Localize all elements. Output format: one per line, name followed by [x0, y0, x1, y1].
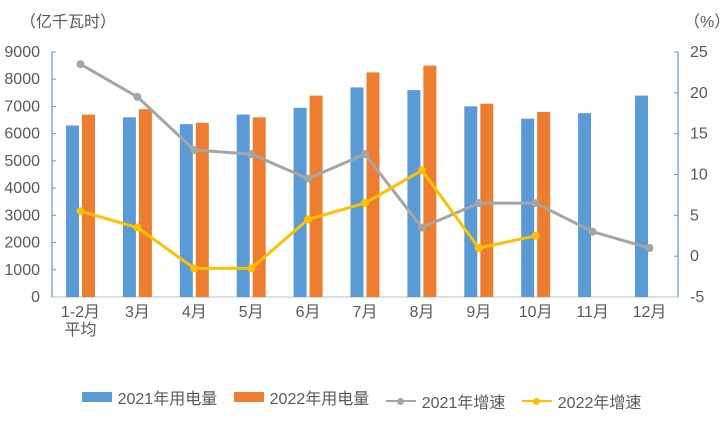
svg-text:11月: 11月	[576, 304, 609, 321]
svg-text:6000: 6000	[4, 126, 40, 143]
svg-text:0: 0	[690, 248, 699, 265]
svg-text:9月: 9月	[466, 304, 491, 321]
svg-text:5: 5	[690, 207, 699, 224]
svg-text:7月: 7月	[353, 304, 378, 321]
svg-text:4000: 4000	[4, 180, 40, 197]
svg-text:25: 25	[690, 44, 708, 61]
svg-text:15: 15	[690, 126, 708, 143]
svg-text:0: 0	[31, 289, 40, 306]
svg-text:9000: 9000	[4, 44, 40, 61]
svg-text:1-2月: 1-2月	[61, 304, 100, 321]
svg-text:8月: 8月	[409, 304, 434, 321]
svg-text:6月: 6月	[296, 304, 321, 321]
svg-text:平均: 平均	[64, 321, 96, 339]
svg-text:-5: -5	[690, 289, 704, 306]
svg-text:10月: 10月	[519, 304, 553, 321]
svg-text:7000: 7000	[4, 98, 40, 115]
svg-text:5月: 5月	[239, 304, 264, 321]
svg-text:12月: 12月	[633, 304, 667, 321]
svg-text:20: 20	[690, 85, 708, 102]
svg-text:3月: 3月	[125, 304, 150, 321]
svg-text:2000: 2000	[4, 235, 40, 252]
svg-text:8000: 8000	[4, 71, 40, 88]
svg-text:4月: 4月	[182, 304, 207, 321]
svg-text:5000: 5000	[4, 153, 40, 170]
svg-text:3000: 3000	[4, 207, 40, 224]
svg-text:10: 10	[690, 167, 708, 184]
svg-text:1000: 1000	[4, 262, 40, 279]
